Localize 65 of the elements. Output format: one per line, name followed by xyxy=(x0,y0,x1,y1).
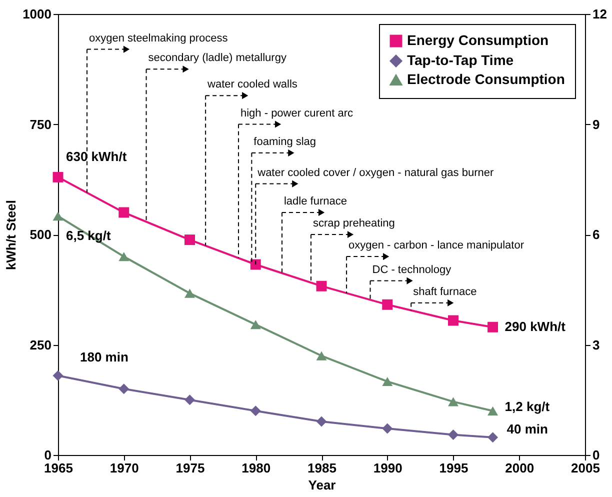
point xyxy=(316,280,327,292)
annotation: oxygen steelmaking process xyxy=(88,32,228,44)
annotation: foaming slag xyxy=(254,136,316,148)
y-tick-label: 500 xyxy=(30,227,52,242)
y2-tick-label: 9 xyxy=(592,116,600,132)
x-tick-label: 2000 xyxy=(505,460,534,476)
data-label: 630 kWh/t xyxy=(66,149,128,164)
point xyxy=(382,299,393,310)
point xyxy=(118,384,130,394)
x-axis-title: Year xyxy=(308,478,336,492)
point xyxy=(448,397,458,406)
data-label: 1,2 kg/t xyxy=(504,398,550,414)
y-tick-label: 250 xyxy=(30,337,52,352)
point xyxy=(184,288,195,298)
point xyxy=(52,212,64,221)
point xyxy=(250,259,261,270)
legend-label: Electrode Consumption xyxy=(407,71,565,87)
x-tick-label: 2005 xyxy=(571,460,600,476)
point xyxy=(316,416,327,427)
point xyxy=(118,252,130,262)
point xyxy=(52,370,64,381)
annotation: high - power curent arc xyxy=(240,107,354,120)
point xyxy=(250,320,261,330)
point xyxy=(184,394,195,406)
point xyxy=(488,406,498,416)
point xyxy=(448,429,458,440)
data-label: 40 min xyxy=(506,421,548,436)
point xyxy=(382,423,393,434)
x-tick-label: 1995 xyxy=(439,460,468,476)
legend-label: Tap-to-Tap Time xyxy=(407,52,514,68)
data-label: 180 min xyxy=(80,350,128,365)
data-label: 6,5 kg/t xyxy=(66,228,112,244)
x-tick-label: 1970 xyxy=(110,460,139,476)
annotation: shaft furnace xyxy=(413,286,477,298)
x-tick-label: 1985 xyxy=(308,460,336,476)
y2-tick-label: 3 xyxy=(592,337,600,352)
point xyxy=(316,351,327,360)
point xyxy=(250,406,261,416)
y2-tick-label: 6 xyxy=(592,227,600,242)
point xyxy=(382,376,393,386)
x-tick-label: 1990 xyxy=(373,460,402,476)
y-axis-title: kWh/t Steel xyxy=(4,200,19,270)
point xyxy=(118,207,130,218)
point xyxy=(488,432,498,443)
x-tick-label: 1980 xyxy=(242,460,271,476)
y-tick-label: 750 xyxy=(30,116,52,132)
point xyxy=(448,315,458,326)
y-tick-label: 0 xyxy=(44,448,52,462)
x-tick-label: 1965 xyxy=(44,460,73,476)
annotation: water cooled cover / oxygen - natural gas burner xyxy=(256,166,494,179)
annotation: scrap preheating xyxy=(312,218,395,230)
data-label: 290 kWh/t xyxy=(504,319,566,334)
y2-tick-label: 0 xyxy=(592,448,600,462)
annotation: DC - technology xyxy=(372,264,452,276)
point xyxy=(488,322,498,332)
legend-label: Energy Consumption xyxy=(407,32,549,48)
annotation: water cooled walls xyxy=(206,78,298,91)
y2-tick-label: 12 xyxy=(592,6,607,22)
annotation: oxygen - carbon - lance manipulator xyxy=(348,240,524,252)
annotation: secondary (ladle) metallurgy xyxy=(148,52,287,64)
point xyxy=(52,172,64,182)
x-tick-label: 1975 xyxy=(176,460,205,476)
annotation: ladle furnace xyxy=(284,195,347,208)
y-tick-label: 1000 xyxy=(22,6,52,22)
point xyxy=(184,234,195,246)
